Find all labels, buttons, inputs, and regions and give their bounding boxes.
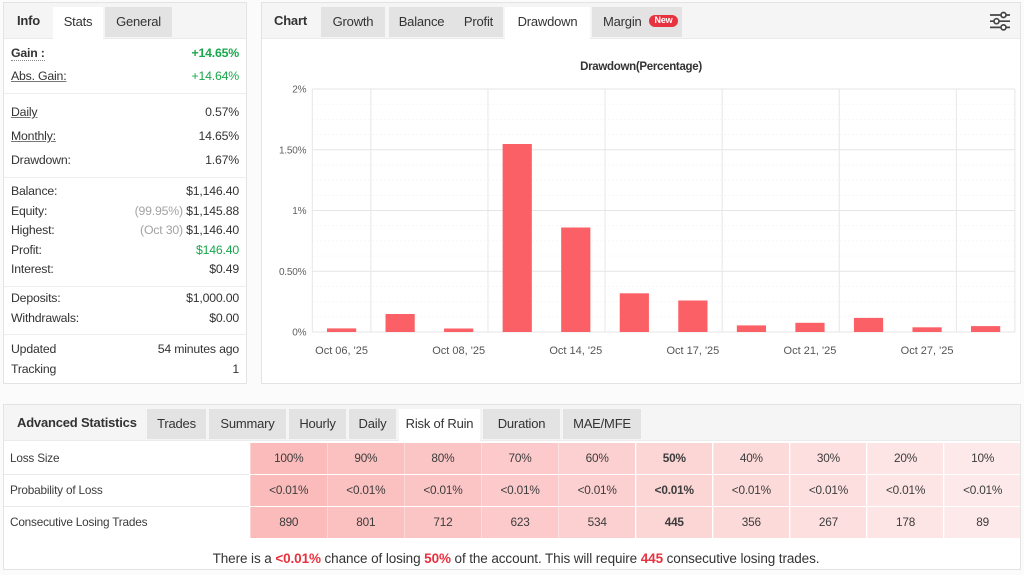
svg-text:Oct 08, '25: Oct 08, '25 [432, 345, 485, 357]
svg-text:Oct 27, '25: Oct 27, '25 [901, 345, 954, 357]
svg-text:0%: 0% [292, 328, 306, 339]
svg-text:Oct 21, '25: Oct 21, '25 [784, 345, 837, 357]
svg-text:Oct 17, '25: Oct 17, '25 [666, 345, 719, 357]
svg-text:Oct 06, '25: Oct 06, '25 [315, 345, 368, 357]
svg-text:1.50%: 1.50% [279, 145, 307, 156]
svg-text:1%: 1% [292, 206, 306, 217]
svg-text:0.50%: 0.50% [279, 267, 307, 278]
svg-text:2%: 2% [292, 85, 306, 96]
svg-text:Oct 14, '25: Oct 14, '25 [549, 345, 602, 357]
svg-text:Drawdown(Percentage): Drawdown(Percentage) [580, 61, 702, 73]
